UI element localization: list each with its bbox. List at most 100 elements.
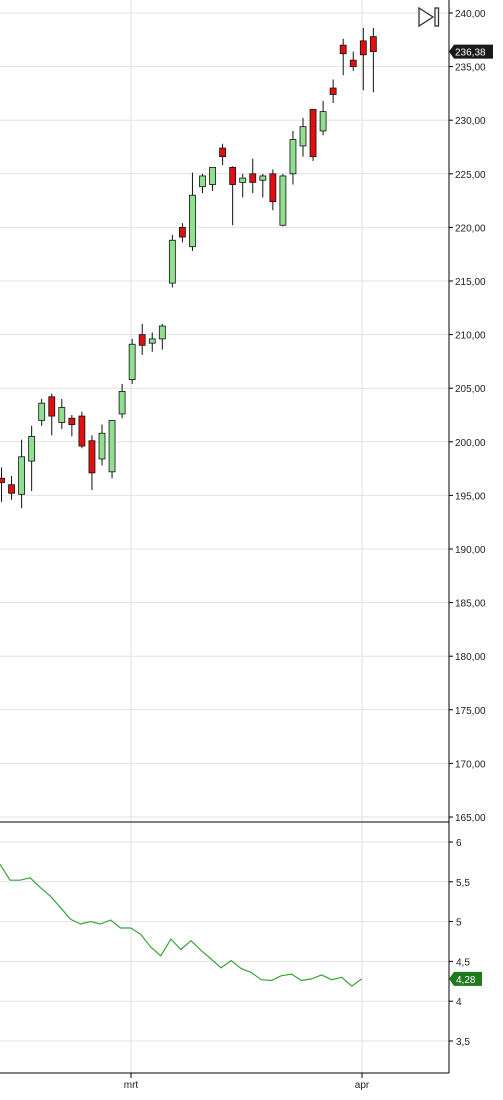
y-tick-label: 235,00 [455,63,486,74]
candle-body [8,484,15,494]
y-tick-label: 185,00 [455,599,486,610]
candle-body [269,173,277,203]
candle[interactable] [309,109,317,161]
candle[interactable] [229,166,237,226]
candle[interactable] [178,223,186,243]
go-to-end-button[interactable] [418,6,442,28]
candle[interactable] [68,415,76,437]
candle[interactable] [219,143,227,166]
candle-body [138,334,146,346]
y-tick-label: 210,00 [455,331,486,342]
grid-lines [0,0,449,1073]
candle[interactable] [118,383,126,419]
candle[interactable] [0,467,5,502]
last-price-label: 236,38 [455,48,486,59]
candle-body [239,177,247,183]
y-tick-label: 230,00 [455,116,486,127]
axes: mrt apr 240,00 235,00 230,00 225,00 220,00 215,… [0,0,493,1091]
y-tick-label: 215,00 [455,277,486,288]
candle-body [349,59,357,67]
candle-body [279,175,287,226]
candle[interactable] [78,411,86,449]
candle-body [319,111,327,132]
candle-body [28,436,36,462]
y-tick-label: 190,00 [455,545,486,556]
candle[interactable] [239,173,247,198]
y-tick-label: 180,00 [455,652,486,663]
candle[interactable] [359,28,367,91]
candle-body [289,139,297,175]
candle[interactable] [369,28,377,93]
candle-body [299,126,307,147]
candle[interactable] [38,398,46,426]
y-tick-label: 195,00 [455,491,486,502]
candle-body [108,419,116,473]
candle-body [118,391,126,415]
candle[interactable] [299,118,307,157]
candle[interactable] [199,173,206,194]
candle-body [359,40,367,56]
y-tick-label: 175,00 [455,706,486,717]
candle[interactable] [158,323,166,350]
y-tick-label: 5 [456,918,462,929]
y-tick-label: 200,00 [455,438,486,449]
candle-body [18,456,26,495]
candle[interactable] [8,476,15,500]
candle-body [68,417,76,426]
candle[interactable] [128,338,136,384]
indicator-panel[interactable] [0,863,363,987]
y-tick-label: 165,00 [455,813,486,824]
candle-body [309,109,317,158]
candle-body [209,166,216,185]
candle[interactable] [269,169,277,211]
last-indicator-badge: 4,28 [449,971,482,986]
candle-body [189,194,196,248]
y-tick-label: 3,5 [456,1037,470,1048]
indicator-line [0,863,363,987]
candle[interactable] [138,323,146,355]
candle-body [0,477,5,483]
x-tick-label: mrt [124,1080,139,1091]
candle[interactable] [279,173,287,227]
candle-body [329,87,337,95]
last-indicator-badge-shape [449,971,482,986]
y-tick-label: 6 [456,838,462,849]
candle[interactable] [319,100,327,136]
y-tick-label: 225,00 [455,170,486,181]
candle-body [178,226,186,238]
candle[interactable] [289,130,297,185]
candle[interactable] [48,393,56,436]
candle[interactable] [259,173,267,198]
x-tick-label: apr [355,1080,370,1091]
candle[interactable] [98,424,106,466]
candle[interactable] [349,51,357,71]
candle[interactable] [168,234,176,288]
candle[interactable] [339,38,347,76]
candle[interactable] [189,172,196,251]
candle-body [259,175,267,181]
y-tick-label: 5,5 [456,878,470,889]
y-tick-label: 170,00 [455,759,486,770]
last-indicator-label: 4,28 [456,975,476,986]
candle[interactable] [28,425,36,492]
candle[interactable] [58,398,66,429]
candle[interactable] [329,79,337,104]
y-tick-label: 4 [456,997,462,1008]
candle[interactable] [209,166,216,191]
candle-body [369,36,377,52]
candle[interactable] [108,419,116,479]
last-price-badge-shape [449,44,493,59]
candle[interactable] [249,158,257,194]
go-to-end-icon [418,6,440,28]
candle[interactable] [148,332,156,352]
candle-body [128,343,136,381]
candle-body [158,325,166,340]
candle-body [78,415,86,447]
y-tick-label: 205,00 [455,384,486,395]
price-panel[interactable] [0,28,377,509]
candle-body [249,173,257,183]
candle[interactable] [18,439,26,509]
candle[interactable] [88,435,96,491]
candle-body [148,338,156,344]
